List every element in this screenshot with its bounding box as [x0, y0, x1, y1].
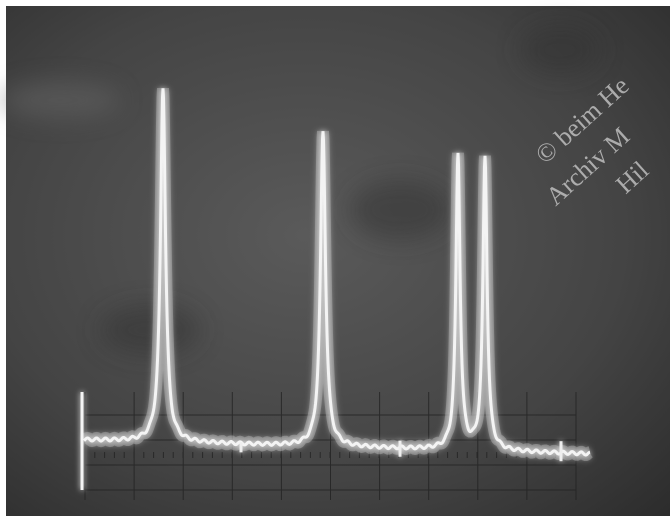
trace: [80, 87, 593, 490]
trace-line: [83, 88, 591, 457]
screen-smudges: [0, 25, 600, 355]
